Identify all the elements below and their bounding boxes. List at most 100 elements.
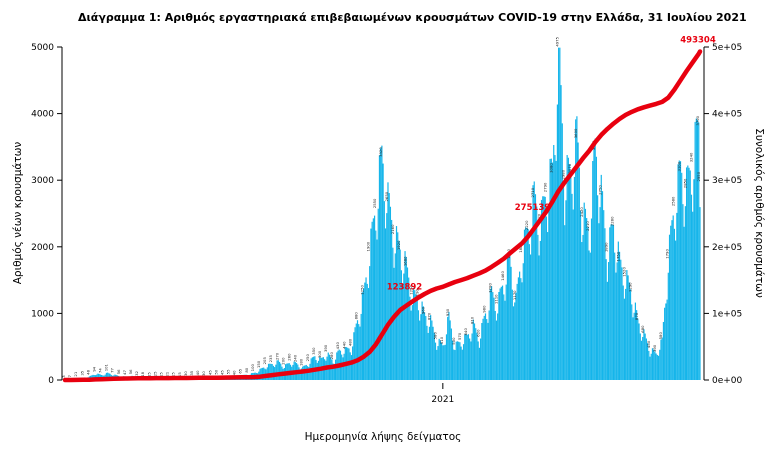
daily-cases-bar	[692, 211, 694, 380]
daily-cases-bar	[628, 282, 630, 380]
daily-cases-bar	[638, 323, 640, 380]
bar-value-label: 2790	[542, 182, 547, 192]
bar-value-label: 30	[183, 371, 188, 376]
daily-cases-bar	[480, 338, 482, 380]
daily-cases-bar	[267, 363, 270, 380]
bar-value-label: 150	[256, 360, 261, 368]
bar-value-label: 1790	[664, 249, 669, 259]
daily-cases-bar	[526, 228, 528, 380]
daily-cases-bar	[350, 355, 353, 380]
daily-cases-bar	[579, 210, 582, 380]
daily-cases-bar	[108, 373, 110, 380]
bar-value-label: 810	[469, 316, 474, 324]
daily-cases-bar	[395, 226, 398, 380]
right-tick-label: 5e+05	[712, 43, 742, 53]
daily-cases-bar	[489, 288, 491, 380]
bar-value-label: 56	[128, 369, 133, 374]
daily-cases-bar	[384, 228, 387, 380]
daily-cases-bar	[430, 315, 432, 380]
daily-cases-bar	[420, 314, 422, 380]
daily-cases-bar	[421, 301, 423, 380]
bar-value-label: 440	[341, 341, 346, 349]
daily-cases-bar	[263, 367, 265, 380]
daily-cases-bar	[349, 352, 351, 380]
daily-cases-bar	[461, 349, 463, 380]
daily-cases-bar	[434, 342, 437, 380]
bar-value-label: 18	[140, 371, 145, 376]
daily-cases-bar	[623, 298, 626, 380]
bar-value-label: 680	[640, 325, 645, 333]
daily-cases-bar	[425, 316, 427, 380]
daily-cases-bar	[661, 337, 663, 380]
bar-value-label: 1250	[360, 285, 365, 295]
bar-value-label: 30	[201, 371, 206, 376]
bar-value-label: 15	[177, 372, 182, 377]
bar-value-label: 580	[433, 332, 438, 340]
bar-value-label: 101	[104, 363, 109, 371]
bar-value-label: 930	[445, 308, 450, 316]
daily-cases-bar	[664, 307, 666, 380]
daily-cases-bar	[494, 310, 496, 380]
daily-cases-bar	[564, 225, 566, 380]
cumulative-milestone-label: 275139	[515, 203, 551, 213]
daily-cases-bar	[662, 321, 665, 380]
bar-value-label: 205	[262, 357, 267, 365]
daily-cases-bar	[687, 165, 689, 380]
daily-cases-bar	[529, 254, 532, 380]
bar-value-label: 3	[61, 375, 66, 378]
daily-cases-bar	[567, 157, 569, 380]
daily-cases-bar	[343, 353, 345, 380]
daily-cases-bar	[547, 232, 549, 380]
bar-value-label: 25	[152, 371, 157, 376]
daily-cases-bar	[505, 284, 507, 380]
left-tick-label: 2000	[31, 243, 54, 253]
daily-cases-bar	[592, 160, 594, 380]
daily-cases-bar	[560, 85, 562, 380]
right-tick-label: 2e+05	[712, 243, 742, 253]
daily-cases-bar	[509, 253, 511, 380]
daily-cases-bar	[604, 228, 606, 380]
daily-cases-bar	[544, 196, 546, 380]
daily-cases-bar	[460, 346, 462, 380]
daily-cases-bar	[441, 343, 443, 380]
bar-value-label: 980	[481, 305, 486, 313]
left-tick-label: 4000	[31, 110, 54, 120]
daily-cases-bar	[678, 160, 680, 380]
bar-value-label: 2750	[597, 185, 602, 195]
daily-cases-bar	[456, 341, 459, 380]
daily-cases-bar	[584, 208, 587, 380]
daily-cases-bar	[98, 373, 100, 380]
bar-value-label: 2850	[683, 178, 688, 188]
bar-value-label: 3100	[676, 161, 681, 171]
daily-cases-bar	[521, 282, 523, 380]
left-tick-label: 0	[48, 376, 54, 386]
bar-value-label: 2580	[670, 196, 675, 206]
daily-cases-bar	[558, 47, 560, 380]
bar-value-label: 390	[652, 344, 657, 352]
daily-cases-bar	[599, 207, 601, 380]
daily-cases-bar	[466, 334, 468, 380]
daily-cases-bar	[595, 156, 598, 380]
bar-value-label: 500	[451, 337, 456, 345]
daily-cases-bar	[402, 285, 404, 380]
daily-cases-bar	[325, 360, 327, 380]
bar-value-label: 3080	[549, 163, 554, 173]
daily-cases-bar	[512, 306, 515, 380]
daily-cases-bar	[559, 47, 561, 380]
x-tick-label: 2021	[431, 395, 454, 405]
daily-cases-bar	[650, 353, 652, 380]
daily-cases-bar	[693, 179, 695, 380]
daily-cases-bar	[611, 224, 613, 380]
bar-value-label: 2160	[390, 224, 395, 234]
daily-cases-bar	[426, 325, 428, 380]
daily-cases-bar	[465, 334, 467, 380]
daily-cases-bar	[606, 281, 608, 380]
left-tick-label: 3000	[31, 176, 54, 186]
bar-value-label: 1460	[500, 271, 505, 281]
daily-cases-bar	[688, 167, 690, 380]
daily-cases-bar	[431, 320, 433, 380]
bar-value-label: 640	[463, 328, 468, 336]
daily-cases-bar	[617, 241, 619, 380]
daily-cases-bar	[642, 336, 644, 380]
bar-value-label: 1520	[622, 267, 627, 277]
